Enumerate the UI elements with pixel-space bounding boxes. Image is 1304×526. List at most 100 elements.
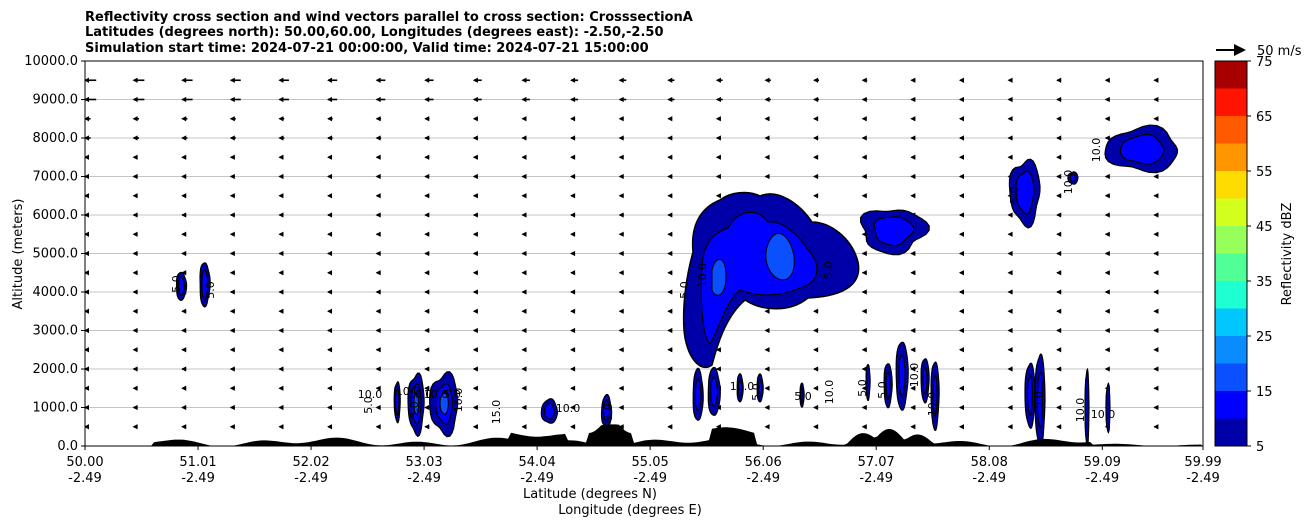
wind-arrow-head	[667, 327, 673, 334]
wind-arrow	[910, 327, 916, 334]
wind-arrow-head	[1104, 116, 1110, 122]
wind-arrow	[618, 366, 624, 372]
wind-arrow-head	[521, 424, 527, 430]
wind-arrow	[1153, 173, 1159, 180]
wind-arrow	[472, 366, 478, 372]
wind-arrow-head	[472, 212, 478, 218]
wind-arrow-head	[85, 77, 89, 83]
wind-arrow-head	[1153, 424, 1159, 430]
wind-arrow	[424, 327, 430, 334]
colorbar-frame	[1214, 60, 1248, 447]
wind-arrow-head	[764, 424, 770, 430]
wind-arrow-head	[813, 77, 819, 83]
colorbar-segment	[1215, 308, 1247, 336]
wind-arrow	[1153, 77, 1159, 83]
wind-arrow-head	[910, 308, 916, 314]
wind-arrow-head	[132, 327, 138, 334]
wind-arrow	[278, 270, 284, 276]
wind-arrow	[764, 366, 770, 372]
wind-arrow	[181, 424, 187, 430]
wind-arrow-head	[1153, 250, 1159, 257]
contour-label: 5.0	[408, 401, 421, 419]
wind-arrow-head	[375, 212, 381, 218]
wind-arrow-head	[618, 366, 624, 372]
wind-arrow-head	[229, 231, 235, 237]
wind-arrow-head	[1056, 116, 1062, 122]
colorbar-tick-label: 5	[1256, 440, 1264, 455]
wind-arrow	[521, 231, 527, 237]
wind-arrow-head	[1007, 327, 1013, 334]
wind-arrow	[715, 193, 721, 199]
contour-label: 5.0	[1032, 391, 1045, 409]
wind-arrow	[424, 289, 430, 295]
terrain	[85, 424, 1203, 446]
wind-arrow	[521, 308, 527, 314]
wind-arrow-head	[85, 385, 89, 391]
colorbar-segment	[1215, 171, 1247, 199]
wind-arrow	[278, 173, 284, 180]
wind-arrow	[861, 116, 867, 122]
wind-arrow	[424, 173, 430, 180]
wind-arrow	[181, 173, 187, 180]
wind-arrow	[85, 154, 89, 160]
chart-title-line-1: Reflectivity cross section and wind vect…	[85, 10, 693, 25]
wind-arrow	[1056, 250, 1062, 257]
wind-arrow	[375, 327, 381, 334]
y-tick-label: 8000.0	[33, 131, 79, 146]
wind-arrow	[910, 250, 916, 257]
wind-arrow-head	[764, 308, 770, 314]
wind-arrow-head	[618, 385, 624, 391]
wind-arrow	[1056, 289, 1062, 295]
wind-arrow	[570, 154, 576, 160]
wind-arrow-head	[667, 193, 673, 199]
wind-arrow	[229, 289, 235, 295]
wind-arrow-head	[521, 135, 527, 141]
wind-arrow	[375, 308, 381, 314]
wind-arrow	[958, 270, 964, 276]
wind-arrow-head	[327, 270, 333, 276]
wind-arrow-head	[764, 327, 770, 334]
grid-lines	[85, 99, 1203, 408]
x-tick-label-lat: 54.04	[519, 455, 556, 470]
wind-arrow-head	[570, 231, 576, 237]
wind-arrow-head	[958, 116, 964, 122]
wind-arrow-head	[375, 347, 381, 353]
wind-arrow-head	[278, 154, 284, 160]
wind-arrow-head	[181, 154, 187, 160]
wind-arrow	[667, 96, 675, 103]
wind-arrow-head	[1007, 385, 1013, 391]
wind-arrow-head	[278, 289, 284, 295]
x-tick-label-lat: 50.00	[66, 455, 103, 470]
wind-arrow-head	[618, 77, 624, 83]
wind-arrow	[472, 193, 478, 199]
wind-arrow	[132, 135, 140, 141]
wind-arrow	[1104, 96, 1110, 103]
colorbar-segment	[1215, 226, 1247, 254]
wind-arrow	[375, 116, 382, 122]
wind-arrow	[85, 424, 89, 430]
wind-arrow	[1007, 270, 1013, 276]
wind-arrow-head	[1153, 193, 1159, 199]
wind-arrow	[85, 77, 97, 83]
contour-label: 5.0	[204, 281, 217, 299]
wind-arrow	[667, 212, 673, 218]
wind-arrow	[472, 289, 478, 295]
wind-arrow	[375, 154, 381, 160]
wind-arrow	[327, 347, 333, 353]
wind-arrow-head	[278, 193, 284, 199]
wind-arrow	[618, 347, 624, 353]
wind-arrow-head	[181, 212, 187, 218]
reflectivity-cell-inner	[757, 378, 763, 397]
wind-arrow	[85, 270, 89, 276]
wind-arrow-head	[1056, 212, 1062, 218]
wind-arrow	[1007, 212, 1013, 218]
wind-arrow	[327, 308, 333, 314]
wind-arrow-head	[181, 347, 187, 353]
wind-arrow-head	[1153, 231, 1159, 237]
wind-arrow-head	[861, 347, 867, 353]
wind-arrow-head	[424, 77, 430, 83]
wind-arrow	[521, 173, 527, 180]
wind-arrow-head	[667, 135, 673, 141]
wind-arrow	[327, 289, 333, 295]
wind-arrow-head	[181, 135, 187, 141]
